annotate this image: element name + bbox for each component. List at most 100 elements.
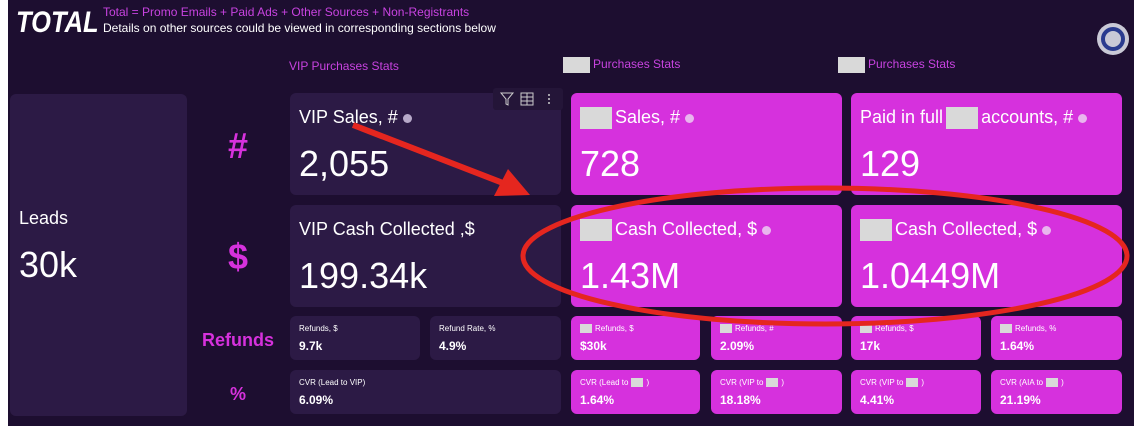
- redaction: [720, 324, 732, 334]
- card-label-text: CVR (Lead to VIP): [299, 378, 366, 387]
- card-label: CVR (AIA to): [1000, 378, 1064, 388]
- redaction: [631, 378, 644, 388]
- card-label-part: accounts, #: [981, 107, 1074, 127]
- small-card: CVR (VIP to) 18.18%: [711, 370, 842, 414]
- kpi-card: Cash Collected, $ 1.0449M: [851, 205, 1122, 307]
- card-label: Refund Rate, %: [439, 324, 495, 333]
- small-card: CVR (VIP to) 4.41%: [851, 370, 981, 414]
- card-label-part: ): [921, 378, 925, 387]
- card-label: Refunds, $: [580, 324, 634, 334]
- small-value: 4.41%: [860, 393, 895, 407]
- card-label-text: Refunds, $: [595, 324, 634, 333]
- card-label: CVR (Lead to VIP): [299, 378, 365, 387]
- redaction: [860, 324, 872, 334]
- section-header-text: Purchases Stats: [868, 57, 956, 72]
- card-label-part: Paid in full: [860, 107, 944, 127]
- leads-value: 30k: [19, 244, 78, 285]
- card-label-part: CVR (Lead to: [580, 378, 629, 387]
- small-card: Refunds, $ 17k: [851, 316, 981, 360]
- redaction: [580, 324, 592, 334]
- card-label-part: ): [646, 378, 650, 387]
- small-value: 1.64%: [580, 393, 615, 407]
- card-label: CVR (VIP to): [860, 378, 925, 388]
- card-label-text: Refunds, $: [875, 324, 914, 333]
- kpi-value: 1.43M: [580, 255, 681, 296]
- logo[interactable]: [1096, 22, 1130, 56]
- kpi-card: VIP Cash Collected ,$ 199.34k: [290, 205, 561, 307]
- leads-label: Leads: [19, 208, 69, 228]
- info-icon: [1042, 225, 1052, 235]
- card-label-part: CVR (AIA to: [1000, 378, 1044, 387]
- card-label-text: VIP Sales, #: [299, 107, 398, 127]
- redaction: [946, 107, 979, 130]
- note: Details on other sources could be viewed…: [103, 21, 496, 35]
- small-card: Refunds, % 1.64%: [991, 316, 1122, 360]
- card-label: VIP Sales, #: [299, 107, 412, 128]
- card-label-text: Cash Collected, $: [615, 219, 758, 239]
- kpi-value: 129: [860, 143, 921, 184]
- card-label: Cash Collected, $: [580, 219, 772, 242]
- section-header: Purchases Stats: [838, 57, 955, 73]
- small-card: CVR (AIA to) 21.19%: [991, 370, 1122, 414]
- kpi-value: 728: [580, 143, 641, 184]
- card-label-text: Refunds, $: [299, 324, 338, 333]
- card-label-text: VIP Cash Collected ,$: [299, 219, 475, 239]
- card-label-part: CVR (VIP to: [860, 378, 904, 387]
- card-label-text: Cash Collected, $: [895, 219, 1038, 239]
- small-card: Refunds, $ $30k: [571, 316, 700, 360]
- info-icon: [685, 113, 695, 123]
- toolbar-icons[interactable]: [493, 88, 563, 110]
- card-label-text: Refunds, %: [1015, 324, 1057, 333]
- row-label: #: [227, 125, 249, 166]
- kpi-value: 199.34k: [299, 255, 428, 296]
- small-value: 1.64%: [1000, 339, 1035, 353]
- small-card: CVR (Lead to VIP) 6.09%: [290, 370, 561, 414]
- dashboard: TOTAL Total = Promo Emails + Paid Ads + …: [8, 0, 1134, 426]
- card-label-text: Refunds, #: [735, 324, 774, 333]
- row-label: $: [227, 236, 249, 277]
- card-label-part: ): [781, 378, 785, 387]
- redaction: [766, 378, 779, 388]
- card-label: Paid in full accounts, #: [860, 107, 1088, 130]
- redaction: [906, 378, 919, 388]
- small-value: 17k: [860, 339, 881, 353]
- small-card: Refund Rate, % 4.9%: [430, 316, 561, 360]
- redaction: [860, 219, 892, 242]
- small-card: CVR (Lead to) 1.64%: [571, 370, 700, 414]
- redaction: [580, 107, 612, 130]
- card-label: CVR (Lead to): [580, 378, 650, 388]
- section-header: Purchases Stats: [563, 57, 680, 73]
- kpi-value: 2,055: [299, 143, 390, 184]
- row-label: Refunds: [202, 330, 274, 350]
- redaction: [580, 219, 612, 242]
- row-label: %: [229, 384, 246, 404]
- formula: Total = Promo Emails + Paid Ads + Other …: [103, 5, 470, 19]
- card-label: Sales, #: [580, 107, 695, 130]
- card-label: VIP Cash Collected ,$: [299, 219, 475, 240]
- toolbar[interactable]: [493, 88, 563, 110]
- card-label-text: Refund Rate, %: [439, 324, 496, 333]
- kpi-value: 1.0449M: [860, 255, 1001, 296]
- kpi-card: Sales, # 728: [571, 93, 842, 195]
- section-header: VIP Purchases Stats: [289, 59, 399, 73]
- card-label: Refunds, $: [860, 324, 914, 334]
- info-icon: [402, 113, 412, 123]
- card-label-part: CVR (VIP to: [720, 378, 764, 387]
- redaction: [1000, 324, 1012, 334]
- small-value: 21.19%: [1000, 393, 1041, 407]
- small-value: 4.9%: [439, 339, 467, 353]
- card-label-part: ): [1061, 378, 1064, 387]
- kpi-card: Paid in full accounts, # 129: [851, 93, 1122, 195]
- leads-card: Leads 30k: [10, 94, 187, 416]
- info-icon: [1078, 113, 1088, 123]
- card-label: Refunds, %: [1000, 324, 1057, 334]
- kpi-card: Cash Collected, $ 1.43M: [571, 205, 842, 307]
- card-label: Cash Collected, $: [860, 219, 1052, 242]
- info-icon: [762, 225, 772, 235]
- small-value: 9.7k: [299, 339, 323, 353]
- small-card: Refunds, # 2.09%: [711, 316, 842, 360]
- redaction: [1046, 378, 1059, 388]
- section-header-text: Purchases Stats: [593, 57, 681, 72]
- small-value: 18.18%: [720, 393, 761, 407]
- card-label: Refunds, #: [720, 324, 774, 334]
